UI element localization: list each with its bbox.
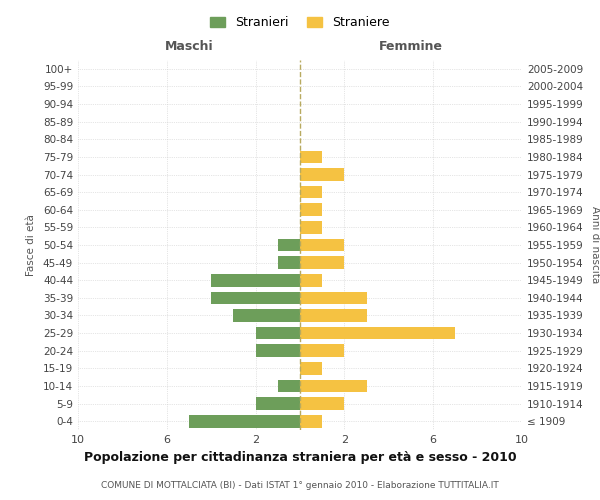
Bar <box>300 362 322 374</box>
Bar <box>300 274 322 286</box>
Text: COMUNE DI MOTTALCIATA (BI) - Dati ISTAT 1° gennaio 2010 - Elaborazione TUTTITALI: COMUNE DI MOTTALCIATA (BI) - Dati ISTAT … <box>101 480 499 490</box>
Bar <box>300 415 322 428</box>
Bar <box>233 309 300 322</box>
Bar <box>256 344 300 357</box>
Bar <box>189 415 300 428</box>
Legend: Stranieri, Straniere: Stranieri, Straniere <box>205 11 395 34</box>
Bar <box>300 344 344 357</box>
Bar <box>300 256 344 269</box>
Bar <box>300 238 344 252</box>
Bar <box>256 397 300 410</box>
Bar <box>211 292 300 304</box>
Bar <box>300 397 344 410</box>
Bar <box>300 168 344 181</box>
Bar <box>300 309 367 322</box>
Bar <box>278 238 300 252</box>
Text: Femmine: Femmine <box>379 40 443 53</box>
Y-axis label: Fasce di età: Fasce di età <box>26 214 36 276</box>
Bar <box>300 327 455 340</box>
Y-axis label: Anni di nascita: Anni di nascita <box>590 206 600 284</box>
Bar <box>300 150 322 163</box>
Bar <box>278 380 300 392</box>
Bar <box>278 256 300 269</box>
Bar <box>300 204 322 216</box>
Bar <box>211 274 300 286</box>
Text: Maschi: Maschi <box>164 40 214 53</box>
Bar <box>300 186 322 198</box>
Bar <box>300 380 367 392</box>
Bar <box>300 221 322 234</box>
Bar <box>256 327 300 340</box>
Text: Popolazione per cittadinanza straniera per età e sesso - 2010: Popolazione per cittadinanza straniera p… <box>83 451 517 464</box>
Bar <box>300 292 367 304</box>
